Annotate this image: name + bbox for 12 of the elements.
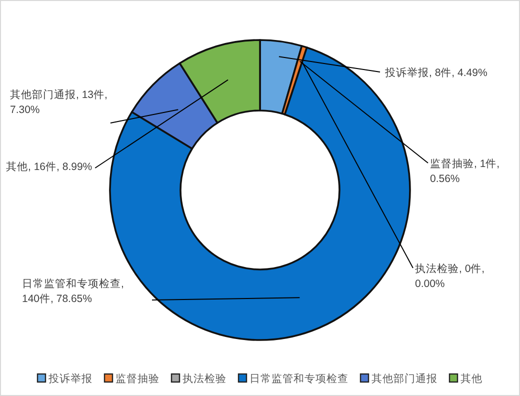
text: 执法检验, 0件, 0.00% [415, 263, 485, 290]
legend-label: 投诉举报 [48, 372, 92, 385]
data-label: 其他, 16件, 8.99% [6, 160, 92, 173]
data-label: 投诉举报, 8件, 4.49% [384, 66, 488, 79]
legend-label: 日常监管和专项检查 [250, 372, 348, 385]
data-label: 监督抽验, 1件, 0.56% [430, 157, 500, 185]
legend-label: 监督抽验 [116, 372, 160, 385]
legend-label: 其他 [460, 372, 482, 385]
data-label: 其他部门通报, 13件, 7.30% [10, 88, 108, 116]
legend-label: 其他部门通报 [372, 372, 438, 385]
data-label: 日常监管和专项检查, 140件, 78.65% [22, 277, 124, 305]
legend-label: 执法检验 [182, 372, 226, 385]
